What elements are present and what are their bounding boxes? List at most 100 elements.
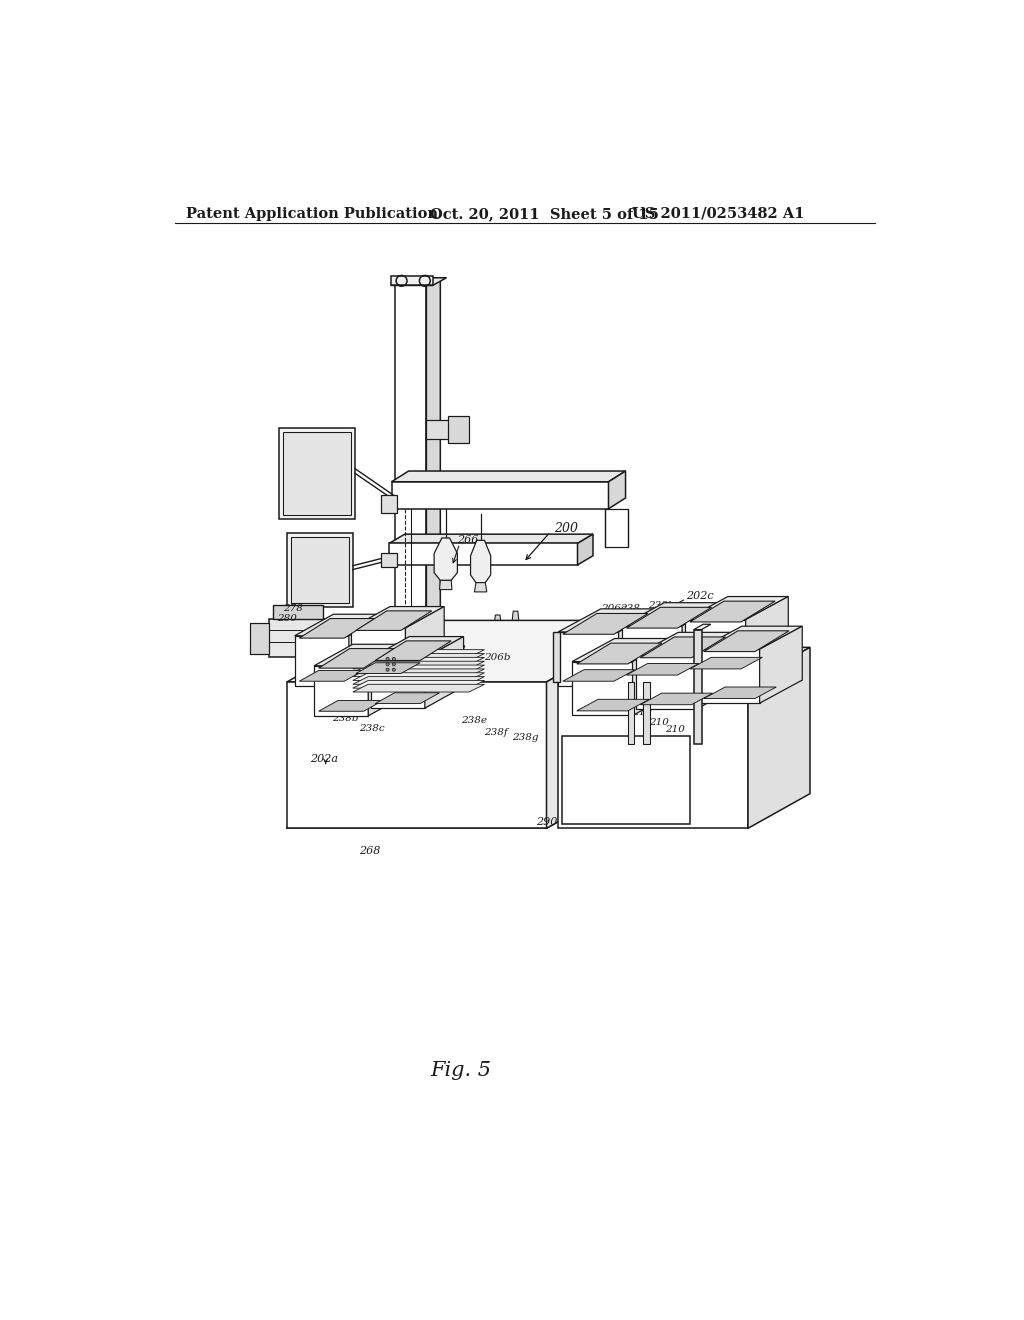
Text: 268: 268: [359, 846, 380, 857]
Polygon shape: [381, 553, 397, 566]
Polygon shape: [287, 682, 547, 829]
Polygon shape: [622, 626, 682, 680]
Text: 238b: 238b: [332, 714, 358, 722]
Polygon shape: [352, 649, 484, 657]
Circle shape: [386, 668, 389, 671]
Polygon shape: [578, 535, 593, 565]
Polygon shape: [558, 647, 810, 682]
Text: Oct. 20, 2011  Sheet 5 of 15: Oct. 20, 2011 Sheet 5 of 15: [430, 207, 659, 220]
Polygon shape: [745, 597, 788, 673]
Circle shape: [392, 663, 395, 665]
Polygon shape: [314, 644, 407, 665]
Polygon shape: [696, 632, 738, 709]
Text: US 2011/0253482 A1: US 2011/0253482 A1: [632, 207, 804, 220]
Circle shape: [392, 668, 395, 671]
Polygon shape: [449, 416, 469, 444]
Polygon shape: [273, 605, 324, 619]
Polygon shape: [318, 701, 383, 711]
Polygon shape: [250, 623, 269, 653]
Polygon shape: [558, 682, 748, 829]
Text: 238a: 238a: [314, 701, 340, 710]
Polygon shape: [385, 655, 400, 675]
Polygon shape: [371, 636, 464, 659]
Polygon shape: [643, 682, 649, 743]
Polygon shape: [391, 277, 446, 285]
Text: 274: 274: [378, 647, 398, 656]
Polygon shape: [690, 601, 775, 622]
Text: 238g: 238g: [512, 733, 539, 742]
Polygon shape: [352, 669, 484, 677]
Polygon shape: [269, 619, 328, 657]
Polygon shape: [699, 649, 760, 704]
Text: 276: 276: [372, 657, 392, 667]
Polygon shape: [381, 495, 397, 512]
Polygon shape: [352, 673, 484, 681]
Polygon shape: [627, 664, 698, 675]
Text: 202c: 202c: [686, 591, 714, 601]
Text: 258: 258: [445, 645, 466, 655]
Text: 238i: 238i: [678, 605, 701, 614]
Polygon shape: [572, 661, 633, 715]
Polygon shape: [577, 700, 649, 711]
Polygon shape: [490, 630, 505, 657]
Text: 262: 262: [414, 642, 433, 651]
Text: 210: 210: [665, 725, 685, 734]
Polygon shape: [553, 632, 560, 682]
Polygon shape: [287, 533, 352, 607]
Polygon shape: [351, 628, 406, 678]
Polygon shape: [562, 737, 690, 825]
Polygon shape: [295, 614, 388, 636]
Polygon shape: [318, 648, 394, 668]
Polygon shape: [604, 508, 628, 548]
Text: Patent Application Publication: Patent Application Publication: [186, 207, 438, 220]
Text: 238f: 238f: [484, 727, 508, 737]
Text: 202b: 202b: [653, 776, 682, 785]
Text: 252: 252: [400, 660, 422, 671]
Polygon shape: [389, 535, 593, 544]
Polygon shape: [685, 597, 788, 619]
Polygon shape: [572, 639, 675, 661]
Text: 202a: 202a: [310, 754, 338, 764]
Text: 238: 238: [621, 605, 640, 614]
Polygon shape: [391, 655, 433, 660]
Polygon shape: [703, 686, 776, 698]
Polygon shape: [352, 665, 484, 673]
Text: 206b: 206b: [484, 653, 511, 661]
Polygon shape: [375, 693, 439, 704]
Polygon shape: [352, 677, 484, 684]
Polygon shape: [391, 471, 626, 482]
Polygon shape: [349, 614, 388, 686]
Polygon shape: [352, 681, 484, 688]
Polygon shape: [563, 669, 635, 681]
Polygon shape: [640, 638, 726, 657]
Polygon shape: [395, 285, 426, 682]
Polygon shape: [682, 603, 725, 680]
Circle shape: [392, 657, 395, 660]
Polygon shape: [375, 642, 452, 660]
Polygon shape: [299, 619, 375, 638]
Text: 266: 266: [458, 535, 479, 545]
Polygon shape: [509, 626, 522, 653]
Polygon shape: [434, 539, 458, 581]
Polygon shape: [627, 607, 712, 628]
Polygon shape: [352, 661, 484, 669]
Polygon shape: [640, 693, 713, 705]
Text: 238c: 238c: [359, 723, 385, 733]
Polygon shape: [636, 632, 738, 656]
Polygon shape: [628, 682, 634, 743]
Polygon shape: [558, 609, 662, 632]
Polygon shape: [471, 540, 490, 582]
Polygon shape: [391, 482, 608, 508]
Polygon shape: [760, 626, 802, 704]
Text: 200: 200: [554, 521, 579, 535]
Text: Fig. 5: Fig. 5: [431, 1061, 492, 1080]
Text: 278: 278: [283, 603, 303, 612]
Polygon shape: [563, 614, 648, 635]
Text: 210: 210: [632, 709, 651, 717]
Text: 252: 252: [589, 814, 610, 824]
Polygon shape: [280, 428, 355, 519]
Text: 280: 280: [276, 614, 297, 623]
Text: 290: 290: [537, 817, 558, 828]
Polygon shape: [356, 663, 420, 673]
Polygon shape: [439, 581, 452, 590]
